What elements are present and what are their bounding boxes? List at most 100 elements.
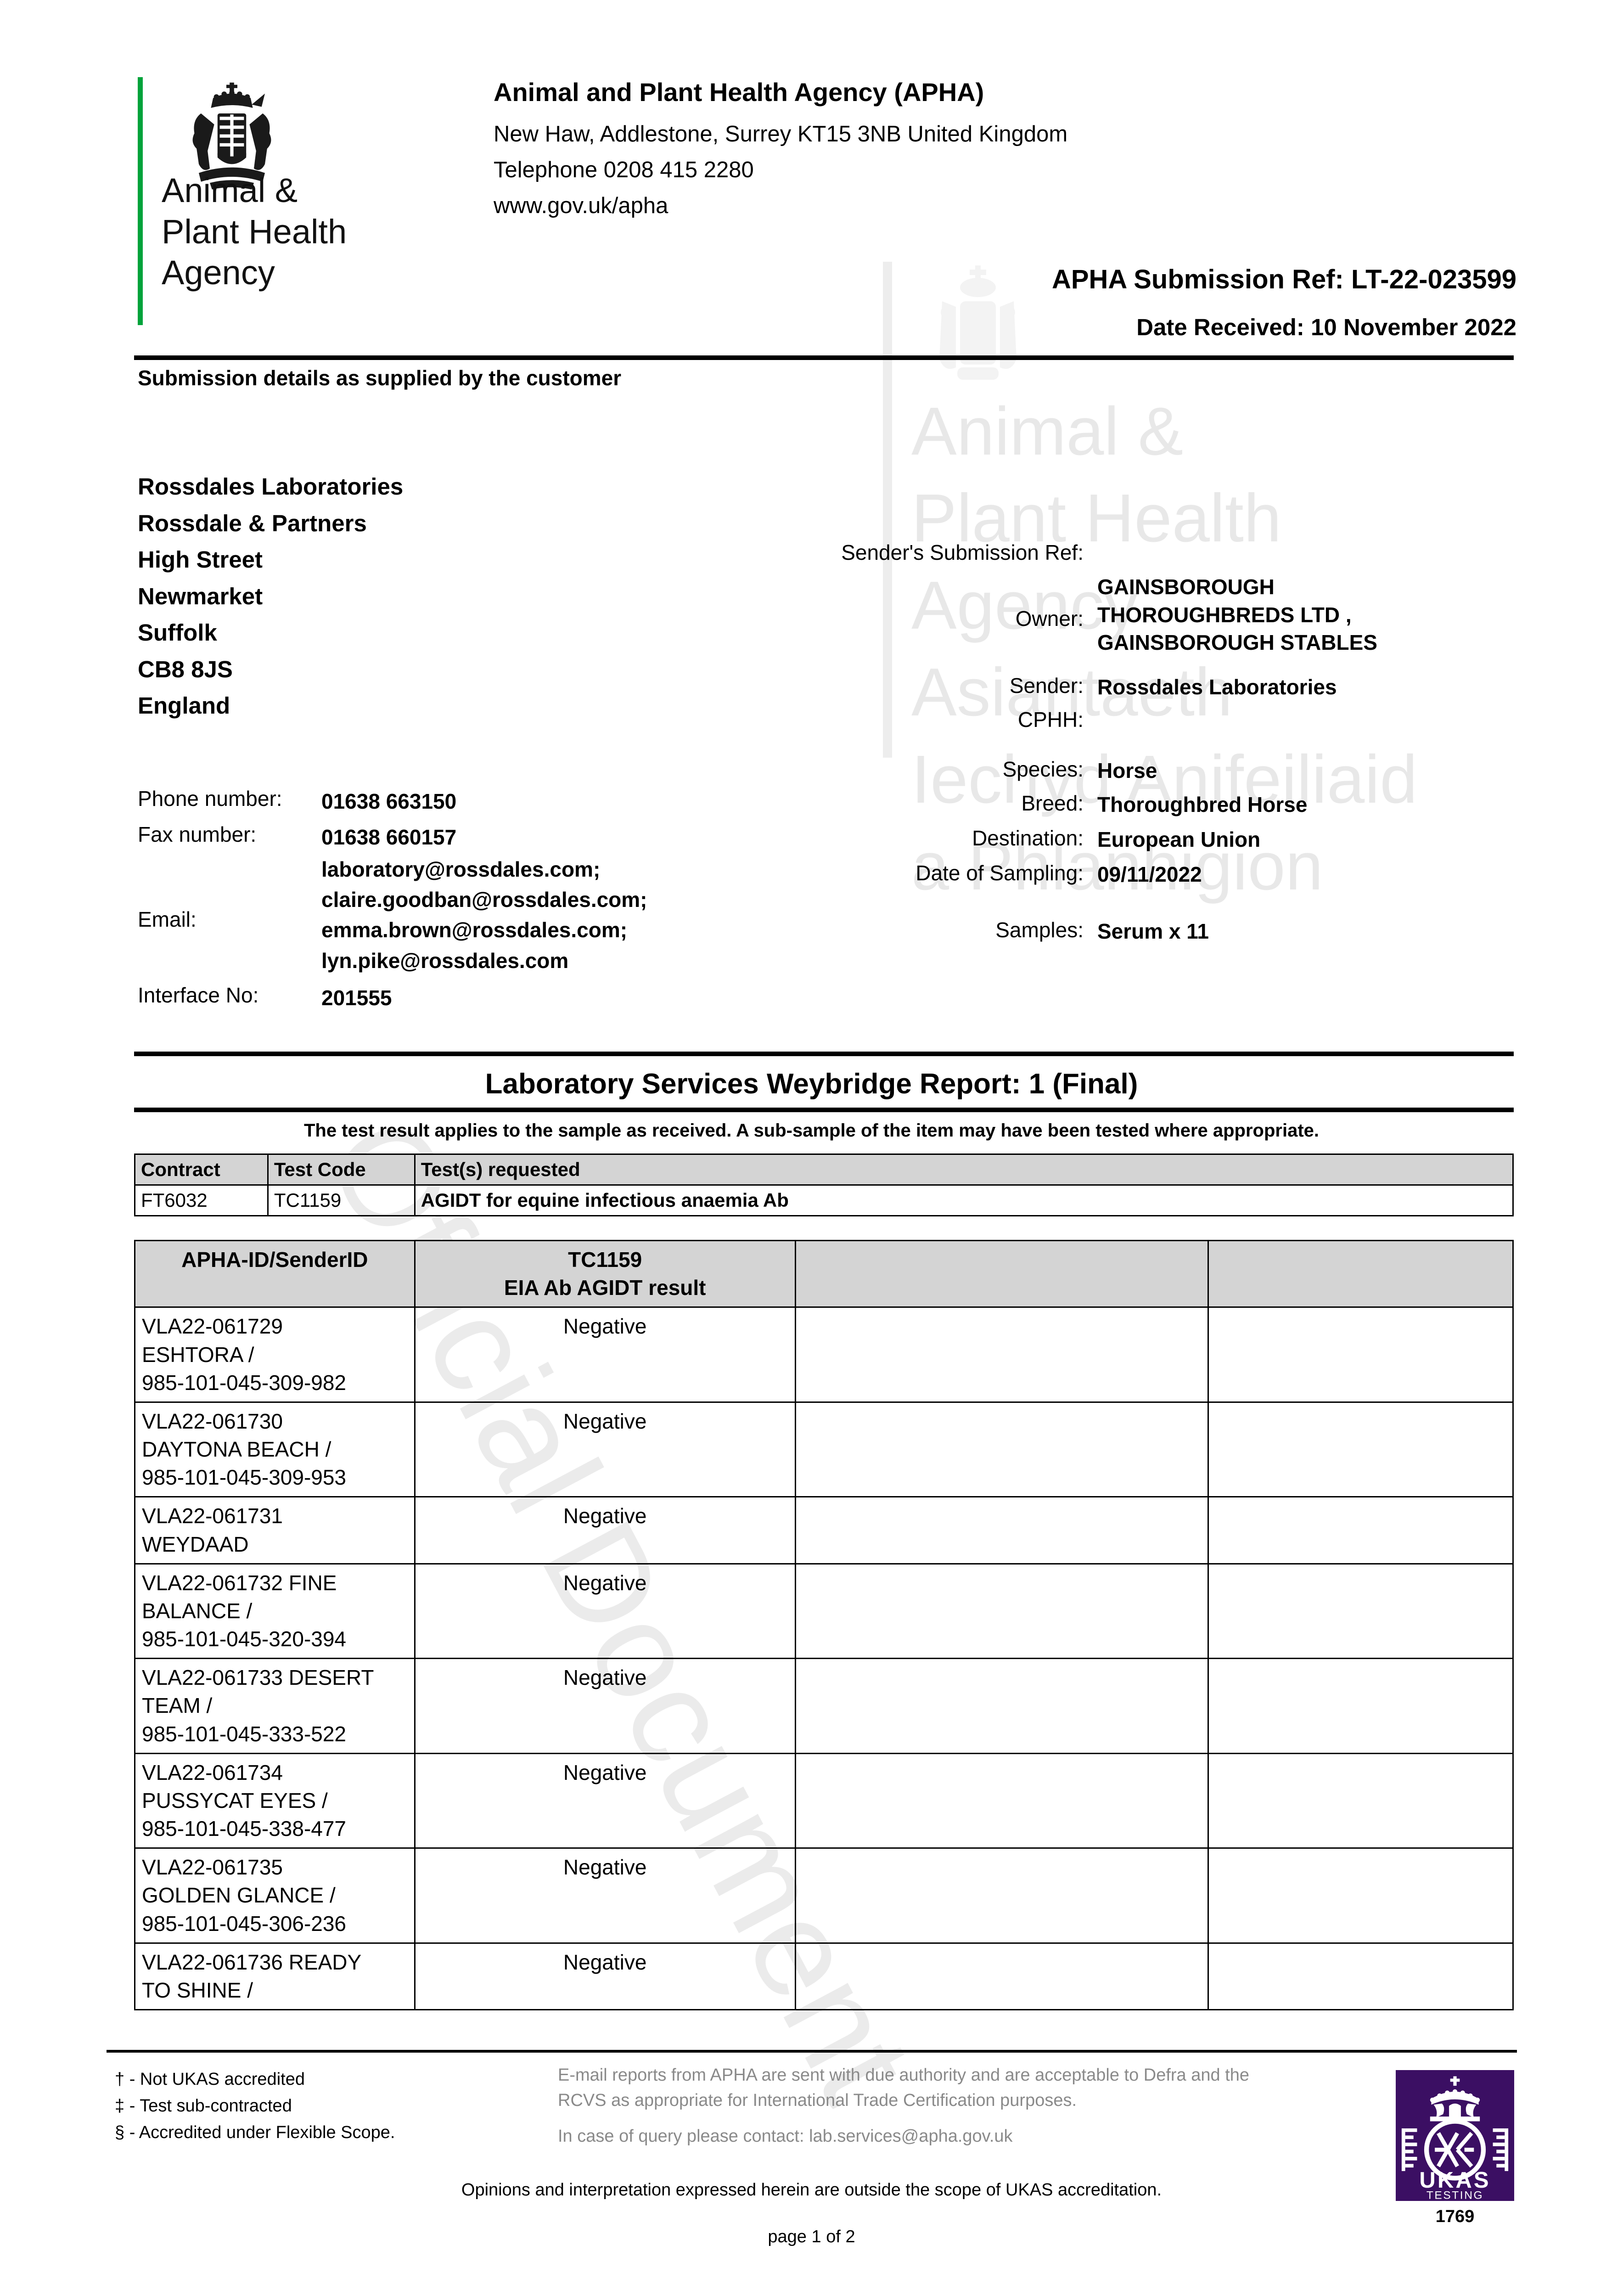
cell-blank-4 <box>1207 1847 1514 1944</box>
logo-accent-bar <box>138 77 143 325</box>
fax-value: 01638 660157 <box>321 825 457 849</box>
footnote-legend: † - Not UKAS accredited ‡ - Test sub-con… <box>115 2070 395 2142</box>
col-header-blank-4 <box>1207 1239 1514 1308</box>
cell-result: Negative <box>414 1306 796 1403</box>
meta-label-senders-ref: Sender's Submission Ref: <box>841 540 1084 564</box>
cell-result: Negative <box>414 1847 796 1944</box>
table-row: VLA22-061729 ESHTORA / 985-101-045-309-9… <box>134 1306 1514 1403</box>
footer-query-note: In case of query please contact: lab.ser… <box>558 2126 1013 2146</box>
results-table: APHA-ID/SenderID TC1159 EIA Ab AGIDT res… <box>134 1239 1514 2011</box>
col-header-contract: Contract <box>134 1154 269 1186</box>
cell-blank-4 <box>1207 1306 1514 1403</box>
agency-title: Animal and Plant Health Agency (APHA) <box>494 78 984 107</box>
phone-value: 01638 663150 <box>321 789 457 813</box>
submission-ref: APHA Submission Ref: LT-22-023599 <box>1051 264 1516 294</box>
cell-result: Negative <box>414 1752 796 1849</box>
cell-contract: FT6032 <box>134 1184 269 1216</box>
table-header-row: Contract Test Code Test(s) requested <box>134 1154 1514 1186</box>
cell-blank-4 <box>1207 1496 1514 1564</box>
report-divider-bottom <box>134 1108 1514 1112</box>
cell-blank-3 <box>794 1752 1209 1849</box>
ukas-sublabel: TESTING <box>1426 2189 1483 2201</box>
date-received: Date Received: 10 November 2022 <box>1136 314 1516 340</box>
meta-label-date-sampling: Date of Sampling: <box>915 861 1084 885</box>
contract-table: Contract Test Code Test(s) requested FT6… <box>134 1154 1514 1216</box>
cell-blank-3 <box>794 1658 1209 1754</box>
ukas-disclaimer: Opinions and interpretation expressed he… <box>461 2180 1162 2200</box>
cell-test-code: TC1159 <box>267 1184 416 1216</box>
col-header-apha-id: APHA-ID/SenderID <box>134 1239 416 1308</box>
cell-result: Negative <box>414 1563 796 1660</box>
agency-website[interactable]: www.gov.uk/apha <box>494 193 668 218</box>
ukas-accreditation-logo: UKAS TESTING <box>1396 2070 1514 2202</box>
col-header-test-code: TC1159 <box>568 1248 642 1272</box>
cell-blank-4 <box>1207 1401 1514 1498</box>
table-row: FT6032 TC1159 AGIDT for equine infectiou… <box>134 1184 1514 1216</box>
table-row: VLA22-061735 GOLDEN GLANCE / 985-101-045… <box>134 1847 1514 1944</box>
cell-blank-4 <box>1207 1942 1514 2011</box>
cell-blank-3 <box>794 1847 1209 1944</box>
col-header-test-result: TC1159 EIA Ab AGIDT result <box>414 1239 796 1308</box>
cell-result: Negative <box>414 1942 796 2011</box>
meta-value-date-sampling: 09/11/2022 <box>1097 862 1202 886</box>
meta-label-samples: Samples: <box>995 918 1084 942</box>
table-header-row: APHA-ID/SenderID TC1159 EIA Ab AGIDT res… <box>134 1239 1514 1308</box>
report-divider-top <box>134 1052 1514 1056</box>
header-divider <box>134 355 1514 360</box>
page-number: page 1 of 2 <box>768 2227 855 2246</box>
cell-blank-3 <box>794 1563 1209 1660</box>
report-title: Laboratory Services Weybridge Report: 1 … <box>485 1068 1138 1100</box>
footer-email-note: E-mail reports from APHA are sent with d… <box>558 2065 1250 2110</box>
meta-label-owner: Owner: <box>1015 607 1084 630</box>
table-row: VLA22-061733 DESERT TEAM / 985-101-045-3… <box>134 1658 1514 1754</box>
cell-blank-3 <box>794 1942 1209 2011</box>
results-table-body: VLA22-061729 ESHTORA / 985-101-045-309-9… <box>134 1306 1514 2011</box>
col-header-tests-requested: Test(s) requested <box>414 1154 1514 1186</box>
meta-label-breed: Breed: <box>1021 791 1084 815</box>
agency-address: New Haw, Addlestone, Surrey KT15 3NB Uni… <box>494 122 1068 146</box>
cell-blank-3 <box>794 1496 1209 1564</box>
meta-value-destination: European Union <box>1097 827 1261 851</box>
cell-sample-id: VLA22-061730 DAYTONA BEACH / 985-101-045… <box>134 1401 416 1498</box>
cell-sample-id: VLA22-061733 DESERT TEAM / 985-101-045-3… <box>134 1658 416 1754</box>
cell-result: Negative <box>414 1658 796 1754</box>
cell-sample-id: VLA22-061731 WEYDAAD <box>134 1496 416 1564</box>
meta-value-samples: Serum x 11 <box>1097 919 1209 943</box>
footer-divider <box>107 2050 1517 2053</box>
table-row: VLA22-061731 WEYDAAD Negative <box>134 1496 1514 1564</box>
footer-notes: E-mail reports from APHA are sent with d… <box>558 2063 1279 2159</box>
cell-sample-id: VLA22-061734 PUSSYCAT EYES / 985-101-045… <box>134 1752 416 1849</box>
report-note: The test result applies to the sample as… <box>303 1120 1320 1141</box>
table-row: VLA22-061734 PUSSYCAT EYES / 985-101-045… <box>134 1752 1514 1849</box>
email-value[interactable]: laboratory@rossdales.com; claire.goodban… <box>321 857 647 973</box>
cell-blank-4 <box>1207 1658 1514 1754</box>
col-header-test-code: Test Code <box>267 1154 416 1186</box>
phone-label: Phone number: <box>138 787 282 810</box>
meta-label-destination: Destination: <box>972 826 1084 850</box>
cell-result: Negative <box>414 1401 796 1498</box>
table-row: VLA22-061732 FINE BALANCE / 985-101-045-… <box>134 1563 1514 1660</box>
table-row: VLA22-061730 DAYTONA BEACH / 985-101-045… <box>134 1401 1514 1498</box>
cell-blank-3 <box>794 1401 1209 1498</box>
logo-wordmark: Animal & Plant Health Agency <box>162 171 347 292</box>
cell-sample-id: VLA22-061732 FINE BALANCE / 985-101-045-… <box>134 1563 416 1660</box>
cell-blank-4 <box>1207 1563 1514 1660</box>
meta-value-owner: GAINSBOROUGH THOROUGHBREDS LTD , GAINSBO… <box>1097 575 1377 655</box>
meta-value-breed: Thoroughbred Horse <box>1097 793 1308 816</box>
fax-label: Fax number: <box>138 822 257 846</box>
cell-sample-id: VLA22-061736 READY TO SHINE / <box>134 1942 416 2011</box>
ukas-logo-icon: UKAS TESTING <box>1401 2076 1509 2202</box>
cell-sample-id: VLA22-061735 GOLDEN GLANCE / 985-101-045… <box>134 1847 416 1944</box>
submission-section-label: Submission details as supplied by the cu… <box>138 366 622 390</box>
royal-coat-of-arms-icon <box>192 82 271 190</box>
email-label: Email: <box>138 907 197 931</box>
customer-address: Rossdales Laboratories Rossdale & Partne… <box>138 473 404 719</box>
table-row: VLA22-061736 READY TO SHINE / Negative <box>134 1942 1514 2011</box>
interface-value: 201555 <box>321 986 392 1010</box>
cell-result: Negative <box>414 1496 796 1564</box>
meta-value-species: Horse <box>1097 759 1157 782</box>
ukas-accreditation-number: 1769 <box>1435 2207 1475 2226</box>
meta-value-sender: Rossdales Laboratories <box>1097 675 1337 699</box>
col-header-blank-3 <box>794 1239 1209 1308</box>
